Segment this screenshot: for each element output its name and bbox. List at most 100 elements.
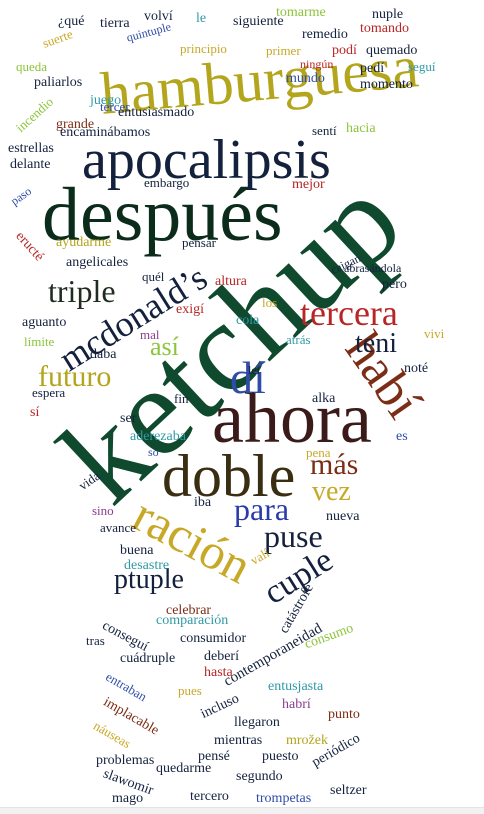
cloud-word: comparación <box>156 613 229 628</box>
cloud-word: cola <box>236 313 260 328</box>
cloud-word: sino <box>92 503 114 518</box>
cloud-word: pues <box>178 683 202 698</box>
cloud-word: queda <box>16 59 48 74</box>
cloud-word: paso <box>7 183 35 209</box>
cloud-word: primer <box>266 43 301 58</box>
cloud-word: tercer <box>100 99 130 114</box>
cloud-word: quemado <box>366 43 418 58</box>
cloud-word: estrellas <box>8 141 54 156</box>
cloud-word: mejor <box>292 177 325 192</box>
cloud-word: mientras <box>214 733 263 748</box>
cloud-word: grande <box>56 117 95 132</box>
cloud-word: altura <box>215 274 247 289</box>
cloud-word: delante <box>10 157 51 172</box>
cloud-word: tercero <box>190 789 229 804</box>
cloud-word: quedarme <box>156 761 212 776</box>
cloud-word: eructé <box>12 228 47 265</box>
cloud-word: apocalipsis <box>82 129 331 191</box>
cloud-word: los <box>262 295 278 310</box>
cloud-word: quél <box>142 269 165 284</box>
cloud-word: so <box>148 445 159 459</box>
cloud-word: pensar <box>182 235 216 250</box>
cloud-word: vez <box>312 476 351 507</box>
cloud-word: lei <box>248 363 260 377</box>
cloud-word: náuseas <box>90 717 134 752</box>
cloud-word: llegaron <box>234 715 280 730</box>
cloud-word: abrasándola <box>344 261 402 275</box>
cloud-word: punto <box>328 707 360 722</box>
cloud-word: sí <box>30 405 40 420</box>
cloud-word: fin <box>174 391 189 406</box>
cloud-word: es <box>396 429 408 444</box>
cloud-word: tercera <box>300 293 398 333</box>
cloud-word: entusjasta <box>268 679 324 694</box>
cloud-word: puesto <box>262 749 299 764</box>
cloud-word: para <box>234 491 290 527</box>
cloud-word: avance <box>100 520 137 535</box>
cloud-word: aderezaba <box>130 429 186 444</box>
cloud-word: angelicales <box>66 255 129 270</box>
cloud-word: nueva <box>326 509 360 524</box>
cloud-word: seltzer <box>330 783 367 798</box>
cloud-word: incendio <box>12 93 57 136</box>
cloud-word: pena <box>306 445 331 460</box>
cloud-word: desastre <box>124 558 170 573</box>
cloud-word: quintuple <box>124 19 173 45</box>
cloud-word: habrí <box>282 697 311 712</box>
cloud-word: tierra <box>100 16 130 31</box>
cloud-word: pedí <box>360 61 385 76</box>
cloud-word: teni <box>355 328 397 359</box>
cloud-word: entusiasmado <box>118 105 195 120</box>
cloud-word: momento <box>360 77 413 92</box>
cloud-word: iba <box>194 495 212 510</box>
cloud-word: límite <box>24 334 55 349</box>
cloud-word: pero <box>382 277 407 292</box>
cloud-word: tomarme <box>276 5 326 20</box>
cloud-word: buena <box>120 543 154 558</box>
cloud-word: ptuple <box>114 564 184 595</box>
cloud-word: paliarlos <box>34 75 83 90</box>
cloud-word: mago <box>112 791 144 806</box>
cloud-word: ¿qué <box>58 14 85 29</box>
cloud-word: ningún <box>300 57 334 71</box>
cloud-word: ayudarme <box>56 235 112 250</box>
cloud-word: consumidor <box>180 631 247 646</box>
cloud-word: siguiente <box>233 14 284 29</box>
cloud-word: aguanto <box>22 315 67 330</box>
cloud-word: problemas <box>96 753 155 768</box>
cloud-word: remedio <box>302 27 348 42</box>
cloud-word: vivi <box>424 326 445 341</box>
cloud-word: tras <box>86 633 105 648</box>
cloud-word: juego <box>90 93 122 108</box>
cloud-word: dí <box>230 352 266 403</box>
cloud-word: doble <box>162 443 296 509</box>
cloud-word: ahora <box>212 378 372 458</box>
cloud-word: alka <box>312 391 336 406</box>
cloud-word: suerte <box>40 26 75 51</box>
cloud-word: sentí <box>312 123 337 138</box>
cloud-word: mundo <box>286 71 325 86</box>
cloud-word: le <box>196 11 207 26</box>
cloud-word: nuple <box>372 7 404 22</box>
cloud-word: segundo <box>236 769 283 784</box>
cloud-word: podí <box>332 43 357 58</box>
cloud-word: deberí <box>204 649 239 664</box>
cloud-word: hasta <box>204 665 233 680</box>
bottom-rule <box>0 807 484 814</box>
cloud-word: más <box>310 448 359 481</box>
cloud-word: espera <box>32 385 66 400</box>
cloud-word: seguí <box>408 59 436 74</box>
cloud-word: conseguí <box>99 618 151 655</box>
cloud-word: volví <box>144 9 173 24</box>
cloud-word: atrás <box>286 332 311 347</box>
cloud-word: principio <box>180 41 227 56</box>
cloud-word: tomando <box>360 21 409 36</box>
cloud-word: daba <box>90 347 117 362</box>
cloud-word: hacia <box>346 121 376 136</box>
cloud-word: encaminábamos <box>60 125 151 140</box>
cloud-word: ser <box>120 411 137 426</box>
cloud-word: así <box>150 332 179 361</box>
cloud-word: mal <box>140 327 160 342</box>
cloud-word: después <box>42 173 283 257</box>
